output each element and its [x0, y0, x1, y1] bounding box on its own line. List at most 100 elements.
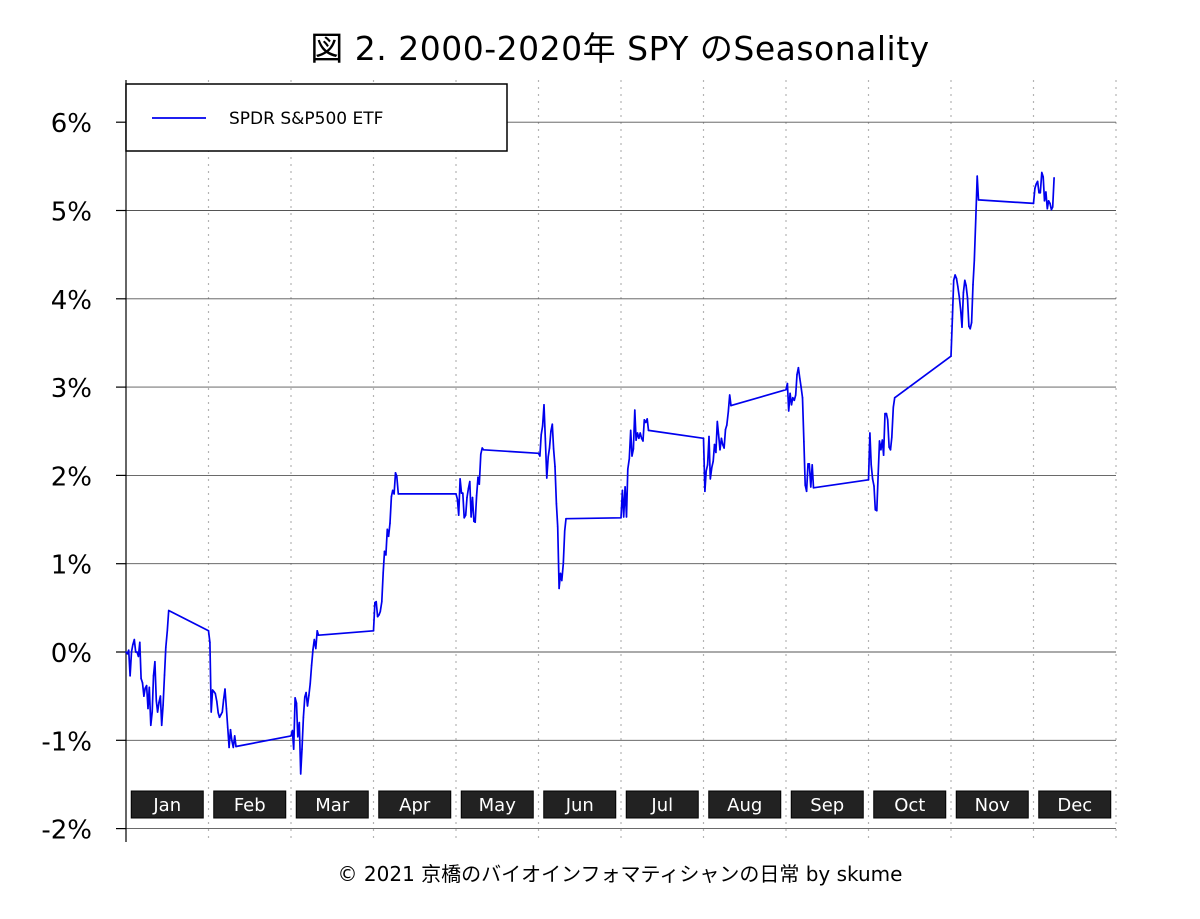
data-point — [717, 434, 720, 436]
data-point — [379, 610, 382, 613]
data-point — [702, 437, 705, 440]
data-point — [211, 689, 214, 691]
data-point — [544, 437, 547, 440]
data-point — [143, 695, 145, 697]
data-point — [207, 630, 210, 632]
data-point — [895, 396, 897, 398]
data-point — [154, 660, 156, 663]
y-tick-label: -1% — [41, 727, 92, 757]
month-label: Oct — [894, 795, 925, 816]
data-point — [166, 630, 169, 632]
data-point — [885, 412, 888, 415]
data-point — [375, 600, 378, 603]
data-point — [159, 695, 162, 697]
data-point — [812, 487, 815, 489]
data-point — [317, 634, 320, 636]
data-point — [393, 493, 395, 495]
month-label: Jun — [565, 795, 594, 816]
data-point — [141, 682, 144, 684]
data-point — [466, 496, 468, 499]
data-point — [646, 418, 648, 420]
month-label: Feb — [234, 795, 266, 816]
data-point — [889, 449, 892, 451]
data-point — [313, 638, 316, 641]
data-point — [804, 484, 806, 486]
data-point — [972, 283, 974, 286]
data-point — [378, 614, 380, 616]
data-point — [225, 707, 228, 710]
data-point — [390, 495, 393, 498]
data-point — [469, 480, 471, 483]
data-point — [797, 366, 800, 369]
data-point — [540, 434, 542, 436]
data-point — [951, 317, 954, 320]
data-point — [297, 736, 299, 738]
data-point — [1042, 176, 1044, 178]
data-point — [315, 647, 317, 650]
data-point — [964, 279, 966, 282]
data-point — [382, 571, 385, 574]
data-point — [1034, 187, 1036, 190]
y-tick-label: 6% — [51, 109, 92, 139]
data-point — [155, 699, 158, 702]
month-label: Nov — [975, 795, 1010, 816]
data-point — [635, 439, 637, 441]
data-point — [1036, 180, 1039, 183]
data-point — [888, 446, 890, 448]
data-point — [231, 739, 233, 742]
data-point — [556, 525, 559, 528]
month-label: Sep — [810, 795, 844, 816]
data-point — [209, 641, 211, 644]
data-point — [152, 675, 155, 677]
data-point — [1041, 171, 1043, 174]
data-point — [136, 651, 138, 653]
data-point — [133, 638, 136, 641]
data-point — [144, 687, 146, 689]
data-point — [140, 677, 142, 680]
month-label-box — [708, 790, 782, 819]
data-point — [787, 410, 790, 412]
data-point — [561, 579, 563, 582]
data-point — [878, 440, 881, 442]
data-point — [290, 735, 292, 737]
data-point — [386, 528, 389, 531]
data-point — [726, 424, 728, 426]
data-point — [565, 517, 567, 520]
data-point — [294, 697, 296, 699]
data-point — [387, 535, 390, 538]
data-point — [481, 447, 484, 449]
data-point — [1053, 177, 1055, 179]
data-point — [221, 711, 224, 713]
data-point — [217, 712, 219, 714]
data-point — [541, 425, 544, 427]
data-point — [876, 509, 878, 512]
data-point — [1035, 183, 1037, 185]
data-point — [130, 651, 133, 653]
data-point — [965, 284, 967, 287]
data-point — [628, 457, 631, 460]
data-point — [792, 396, 794, 399]
data-point — [537, 452, 540, 455]
data-point — [473, 520, 475, 523]
data-point — [233, 735, 236, 737]
data-point — [728, 394, 731, 396]
data-point — [316, 630, 319, 632]
data-point — [712, 460, 714, 463]
data-point — [383, 550, 386, 553]
data-point — [389, 522, 391, 524]
data-point — [643, 419, 646, 421]
data-point — [235, 745, 237, 748]
data-point — [162, 704, 164, 706]
data-point — [625, 516, 628, 518]
data-point — [968, 325, 970, 328]
series-layer — [125, 171, 1055, 775]
data-point — [627, 468, 629, 471]
data-point — [727, 411, 730, 413]
data-point — [1047, 200, 1050, 202]
data-point — [462, 492, 464, 494]
data-point — [213, 690, 215, 693]
month-label-box — [295, 790, 369, 819]
data-point — [132, 644, 134, 646]
month-label-box — [378, 790, 452, 819]
